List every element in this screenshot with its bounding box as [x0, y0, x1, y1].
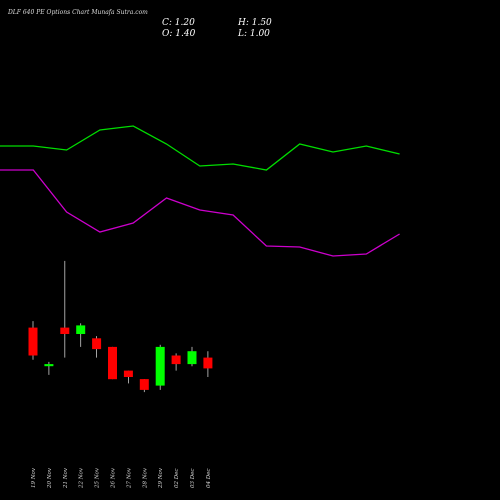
- x-tick-label: 28 Nov: [142, 467, 148, 489]
- candle-body: [92, 338, 102, 350]
- candle-body: [203, 357, 213, 369]
- x-tick-label: 21 Nov: [63, 467, 69, 489]
- indicator-line-2: [0, 169, 400, 257]
- x-tick-label: 03 Dec: [190, 469, 196, 489]
- candle-body: [28, 327, 38, 356]
- candle-body: [44, 364, 54, 367]
- x-tick-label: 20 Nov: [47, 467, 53, 489]
- close-value: C: 1.20: [162, 18, 195, 28]
- indicator-line-1: [0, 125, 400, 171]
- x-tick-label: 29 Nov: [158, 467, 164, 489]
- x-tick-label: 26 Nov: [111, 467, 117, 489]
- chart-title: DLF 640 PE Options Chart Munafa Sutra.co…: [8, 9, 148, 16]
- x-tick-label: 04 Dec: [206, 469, 212, 489]
- candle-body: [187, 351, 197, 365]
- x-tick-label: 19 Nov: [31, 467, 37, 488]
- x-tick-label: 27 Nov: [126, 467, 132, 489]
- candle-body: [76, 325, 86, 334]
- candle-body: [171, 355, 181, 365]
- x-tick-label: 25 Nov: [95, 467, 101, 489]
- candle-body: [139, 379, 149, 390]
- candle-body: [155, 346, 165, 386]
- candle-body: [108, 346, 117, 380]
- low-value: L: 1.00: [238, 29, 270, 39]
- open-value: O: 1.40: [162, 29, 196, 39]
- high-value: H: 1.50: [238, 18, 272, 28]
- candle-body: [60, 327, 70, 334]
- x-tick-label: 22 Nov: [79, 467, 85, 489]
- x-tick-label: 02 Dec: [174, 469, 180, 489]
- candle-body: [123, 370, 133, 377]
